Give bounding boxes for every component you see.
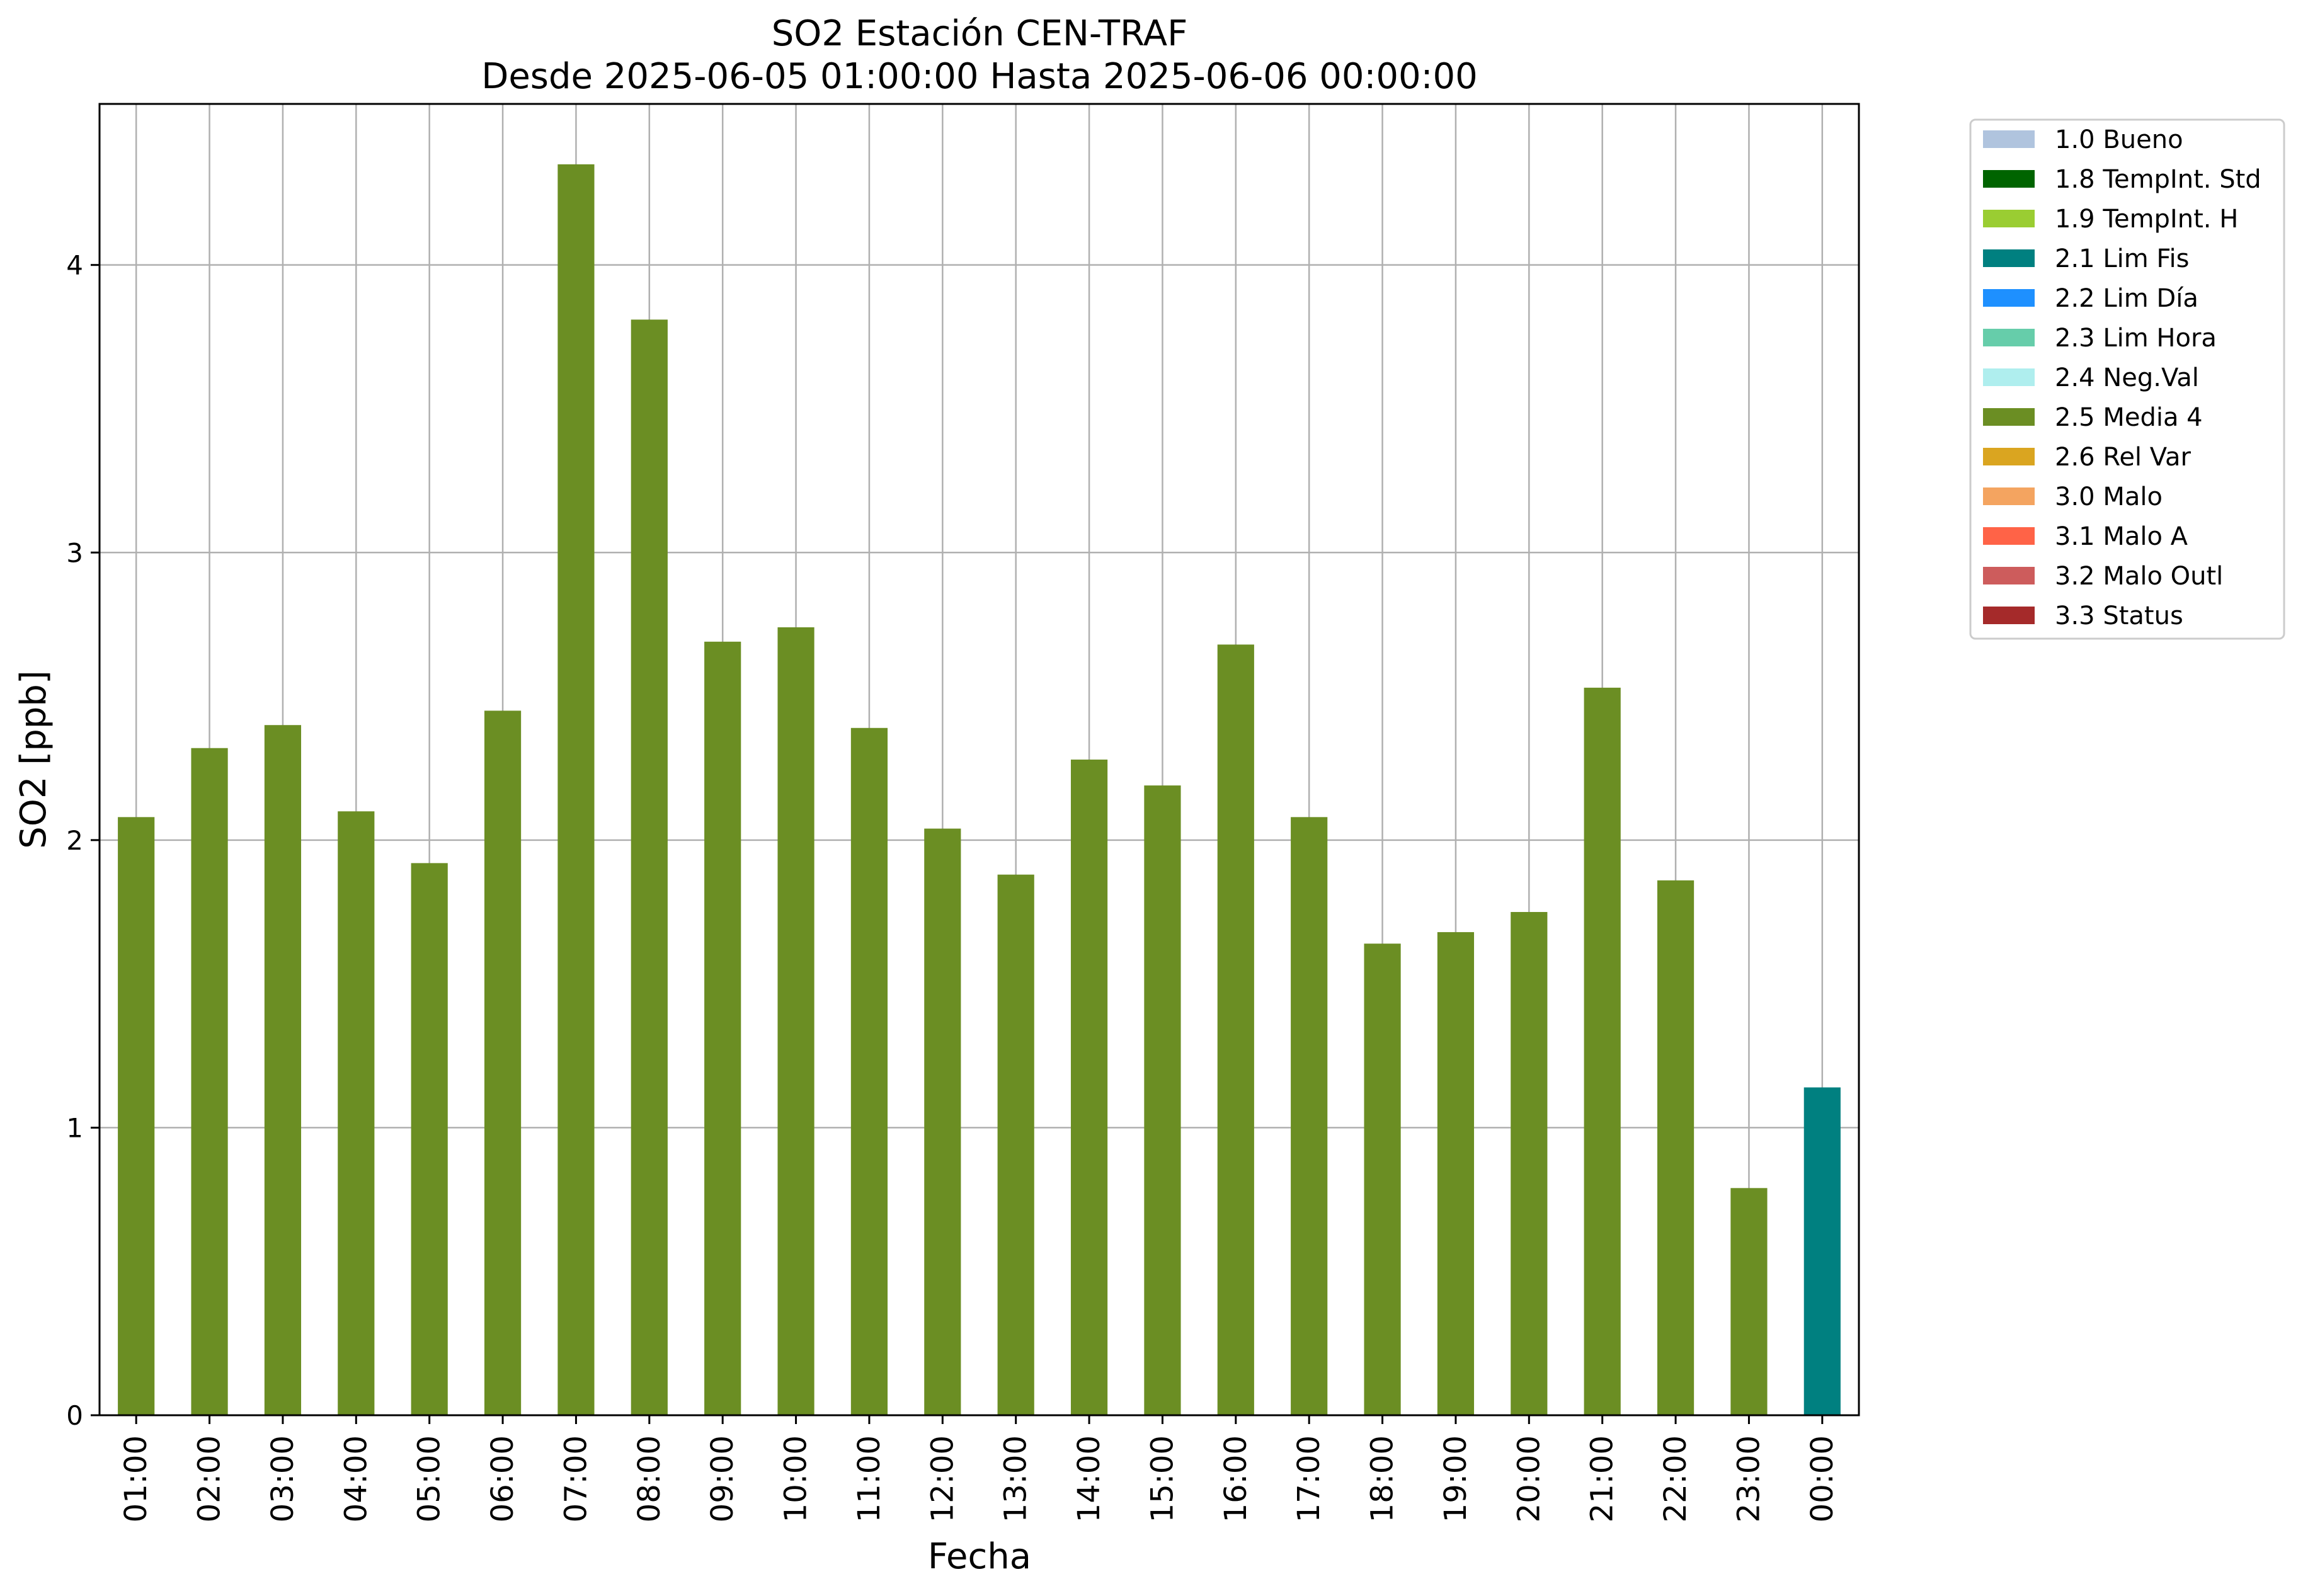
bar-1200: [924, 828, 961, 1415]
legend-label: 1.8 TempInt. Std: [2055, 165, 2261, 194]
bar-1700: [1291, 817, 1328, 1415]
x-tick-label: 16:00: [1218, 1435, 1254, 1522]
legend-label: 1.9 TempInt. H: [2055, 205, 2238, 234]
x-axis-label: Fecha: [928, 1536, 1031, 1577]
bar-0500: [411, 863, 448, 1415]
bar-0000: [1803, 1087, 1841, 1415]
x-tick-label: 22:00: [1658, 1435, 1693, 1522]
bar-1500: [1144, 785, 1181, 1415]
x-tick-label: 07:00: [558, 1435, 593, 1522]
legend-swatch: [1983, 487, 2035, 505]
legend-swatch: [1983, 170, 2035, 188]
bar-2000: [1511, 911, 1548, 1415]
chart-subtitle: Desde 2025-06-05 01:00:00 Hasta 2025-06-…: [481, 56, 1478, 97]
y-tick-label: 1: [66, 1112, 83, 1143]
x-tick-label: 23:00: [1731, 1435, 1766, 1522]
legend-swatch: [1983, 567, 2035, 584]
bar-0300: [264, 725, 302, 1415]
legend-label: 2.5 Media 4: [2055, 403, 2203, 432]
x-axis-ticks: 01:00 02:00 03:00 04:00 05:00 06:00 07:00 08:00…: [118, 1415, 1840, 1522]
legend-swatch: [1983, 607, 2035, 624]
bar-2300: [1730, 1188, 1768, 1415]
bar-0600: [484, 710, 522, 1415]
x-tick-label: 01:00: [118, 1435, 154, 1522]
bar-0100: [118, 817, 155, 1415]
x-tick-label: 15:00: [1145, 1435, 1180, 1522]
legend-label: 3.0 Malo: [2055, 482, 2163, 511]
x-tick-label: 18:00: [1365, 1435, 1400, 1522]
y-tick-label: 0: [66, 1400, 83, 1431]
y-axis-label: SO2 [ppb]: [13, 670, 54, 848]
x-tick-label: 02:00: [192, 1435, 227, 1522]
x-tick-label: 10:00: [779, 1435, 814, 1522]
x-tick-label: 20:00: [1511, 1435, 1546, 1522]
bars: [118, 164, 1841, 1416]
bar-1900: [1437, 932, 1475, 1415]
legend-label: 2.1 Lim Fis: [2055, 244, 2189, 273]
legend-swatch: [1983, 210, 2035, 227]
bar-0800: [631, 319, 668, 1415]
x-tick-label: 21:00: [1585, 1435, 1620, 1522]
bar-2100: [1584, 687, 1621, 1415]
x-tick-label: 00:00: [1805, 1435, 1840, 1522]
legend: 1.0 Bueno 1.8 TempInt. Std 1.9 TempInt. H 2…: [1969, 118, 2285, 640]
x-tick-label: 05:00: [412, 1435, 447, 1522]
x-tick-label: 04:00: [338, 1435, 374, 1522]
x-tick-label: 13:00: [998, 1435, 1034, 1522]
x-tick-label: 06:00: [485, 1435, 520, 1522]
bar-0200: [191, 748, 228, 1415]
legend-label: 2.4 Neg.Val: [2055, 363, 2199, 392]
legend-label: 3.2 Malo Outl: [2055, 562, 2223, 591]
legend-box: [1969, 118, 2285, 640]
x-tick-label: 11:00: [852, 1435, 887, 1522]
bar-0400: [338, 811, 375, 1415]
x-tick-label: 17:00: [1291, 1435, 1327, 1522]
x-tick-label: 19:00: [1438, 1435, 1473, 1522]
bar-0700: [557, 164, 595, 1415]
legend-swatch: [1983, 329, 2035, 346]
y-axis-ticks: 0 1 2 3 4: [66, 250, 100, 1431]
x-tick-label: 03:00: [265, 1435, 300, 1522]
bar-1800: [1364, 943, 1401, 1415]
legend-label: 1.0 Bueno: [2055, 125, 2183, 154]
x-tick-label: 14:00: [1071, 1435, 1107, 1522]
bar-0900: [704, 641, 741, 1415]
legend-label: 3.1 Malo A: [2055, 522, 2188, 551]
legend-swatch: [1983, 368, 2035, 386]
y-tick-label: 4: [66, 250, 83, 281]
bar-1000: [777, 627, 814, 1416]
bar-1400: [1070, 760, 1108, 1415]
x-tick-label: 12:00: [925, 1435, 960, 1522]
bar-1600: [1217, 644, 1254, 1415]
bar-1100: [850, 727, 888, 1415]
legend-swatch: [1983, 527, 2035, 545]
legend-swatch: [1983, 249, 2035, 267]
x-tick-label: 09:00: [705, 1435, 740, 1522]
chart-title: SO2 Estación CEN-TRAF: [772, 13, 1188, 54]
legend-swatch: [1983, 448, 2035, 465]
x-tick-label: 08:00: [632, 1435, 667, 1522]
plot-frame: [98, 103, 1860, 1416]
legend-swatch: [1983, 130, 2035, 148]
legend-label: 2.3 Lim Hora: [2055, 324, 2217, 353]
legend-label: 2.6 Rel Var: [2055, 443, 2192, 472]
legend-label: 2.2 Lim Día: [2055, 284, 2198, 313]
bar-1300: [997, 874, 1034, 1415]
y-tick-label: 3: [66, 537, 83, 568]
legend-swatch: [1983, 289, 2035, 307]
legend-label: 3.3 Status: [2055, 601, 2183, 630]
bar-2200: [1657, 880, 1694, 1415]
legend-swatch: [1983, 408, 2035, 426]
y-tick-label: 2: [66, 825, 83, 856]
